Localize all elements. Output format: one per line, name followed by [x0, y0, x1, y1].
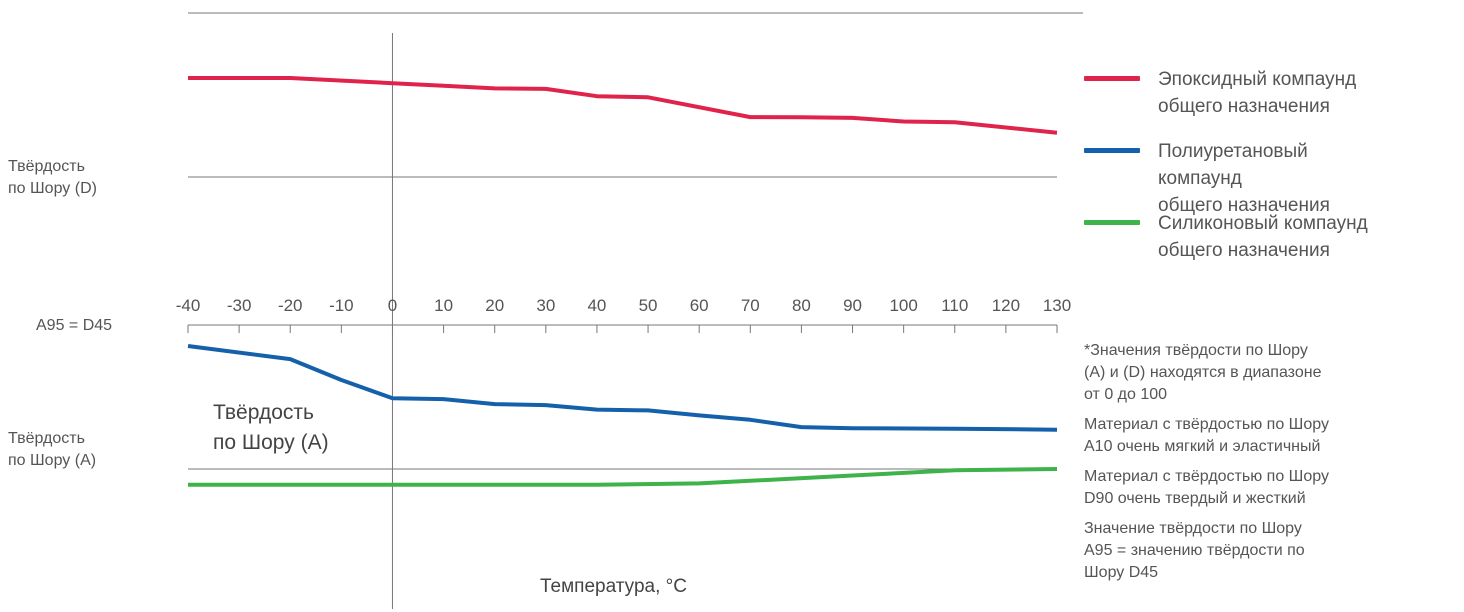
series-line-polyurethane [187, 344, 1058, 432]
x-tick-label: 110 [941, 296, 968, 315]
legend-label-polyurethane: Полиуретановый компаунд общего назначени… [1158, 141, 1330, 216]
legend-item-polyurethane: Полиуретановый компаунд общего назначени… [1084, 138, 1384, 216]
legend-item-epoxy: Эпоксидный компаунд общего назначения [1084, 66, 1384, 138]
series-lines [187, 76, 1058, 487]
upper-y-axis-label: Твёрдость по Шору (D) [8, 158, 97, 197]
legend-label-silicone: Силиконовый компаунд общего назначения [1158, 213, 1368, 261]
note-range: *Значения твёрдости по Шору (А) и (D) на… [1084, 342, 1322, 403]
reference-label: А95 = D45 [36, 317, 113, 334]
x-tick-label: 100 [889, 296, 917, 315]
x-tick-label: 130 [1043, 296, 1071, 315]
x-tick-label: 80 [792, 296, 811, 315]
x-tick-label: 10 [434, 296, 453, 315]
legend-swatch-polyurethane [1084, 148, 1140, 153]
x-tick-label: -20 [278, 296, 303, 315]
x-tick-label: 20 [485, 296, 504, 315]
x-tick-label: 60 [690, 296, 709, 315]
legend-label-epoxy: Эпоксидный компаунд общего назначения [1158, 69, 1357, 117]
x-tick-label: 120 [992, 296, 1020, 315]
lower-y-axis-label: Твёрдость по Шору (А) [8, 430, 97, 469]
legend-swatch-epoxy [1084, 76, 1140, 81]
x-axis-label: Температура, °С [540, 576, 687, 597]
x-axis-ticks: -40 -30 -20 -10 0 10 20 30 40 50 60 70 80 90 100 110 120… [176, 296, 1071, 333]
notes-block: *Значения твёрдости по Шору (А) и (D) на… [1084, 340, 1424, 592]
x-tick-label: -10 [329, 296, 354, 315]
x-tick-label: 30 [536, 296, 555, 315]
chart-frame [188, 12, 1083, 609]
x-tick-label: -30 [227, 296, 252, 315]
lower-panel-inner-label: Твёрдость по Шору (А) [213, 401, 329, 454]
note-equivalence: Значение твёрдости по Шору А95 = значени… [1084, 520, 1305, 581]
x-tick-label: 40 [587, 296, 606, 315]
note-hard-material: Материал с твёрдостью по Шору D90 очень … [1084, 468, 1329, 507]
note-soft-material: Материал с твёрдостью по Шору А10 очень … [1084, 416, 1329, 455]
series-line-silicone [188, 467, 1058, 487]
x-tick-label: 70 [741, 296, 760, 315]
x-tick-label: 50 [639, 296, 658, 315]
legend-item-silicone: Силиконовый компаунд общего назначения [1084, 210, 1384, 282]
legend: Эпоксидный компаунд общего назначения По… [1084, 66, 1384, 282]
x-tick-label: 90 [843, 296, 862, 315]
legend-swatch-silicone [1084, 220, 1140, 225]
series-line-epoxy [188, 76, 1058, 135]
x-tick-label: 0 [388, 296, 397, 315]
x-tick-label: -40 [176, 296, 201, 315]
